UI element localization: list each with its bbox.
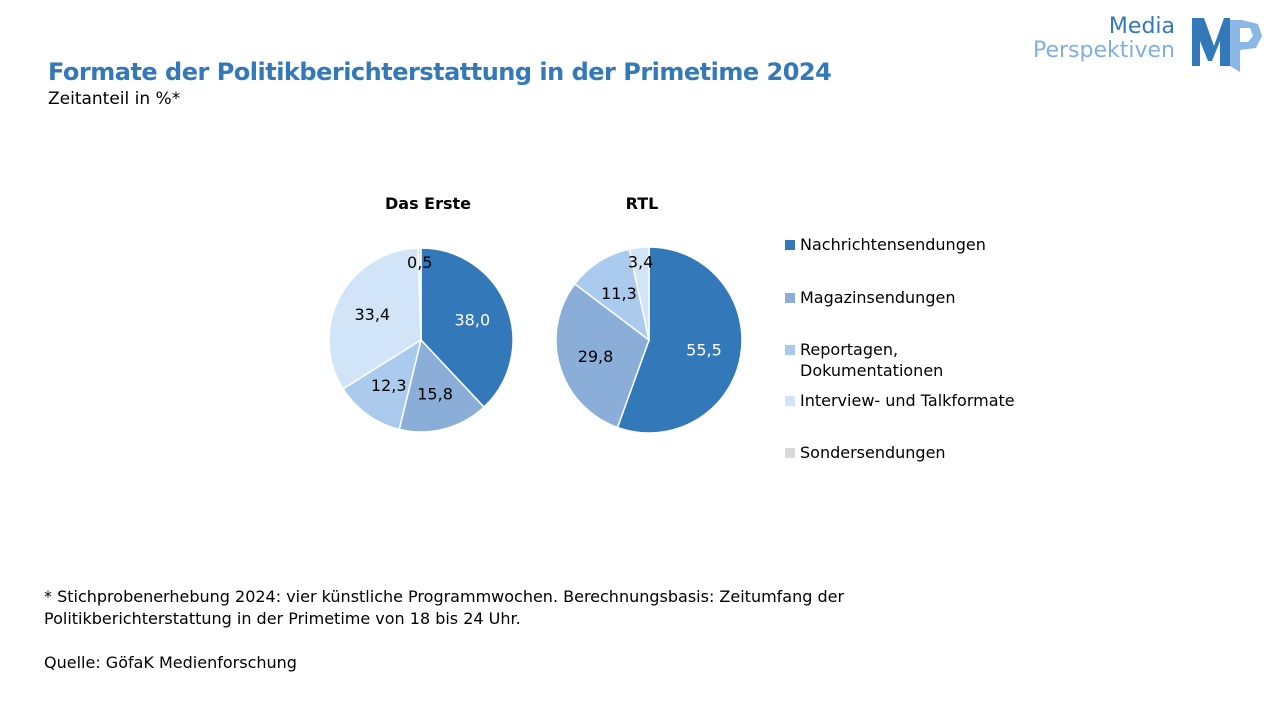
pie-data-label: 55,5 xyxy=(686,341,722,360)
pie-slice xyxy=(341,338,423,431)
pie-data-label: 29,8 xyxy=(578,347,614,366)
legend-label: Reportagen, xyxy=(800,340,899,359)
legend-label: Interview- und Talkformate xyxy=(800,391,1015,410)
footnote-line-1: * Stichprobenerhebung 2024: vier künstli… xyxy=(44,587,845,606)
pie-data-label: 3,4 xyxy=(628,252,653,271)
pie-data-label: 15,8 xyxy=(417,384,453,403)
media-perspektiven-logo: Media Perspektiven xyxy=(1033,14,1265,76)
pie-slice xyxy=(328,247,422,390)
mp-logo-mark-icon xyxy=(1192,18,1262,72)
page-title: Formate der Politikberichterstattung in … xyxy=(48,58,832,86)
legend-label: Nachrichtensendungen xyxy=(800,235,986,254)
legend-swatch xyxy=(785,448,795,458)
footnote-line-2: Politikberichterstattung in der Primetim… xyxy=(44,609,521,628)
footnote: * Stichprobenerhebung 2024: vier künstli… xyxy=(44,586,844,630)
pie-data-label: 12,3 xyxy=(371,376,407,395)
legend-label: Dokumentationen xyxy=(800,361,944,380)
pie-data-label: 33,4 xyxy=(354,305,390,324)
pie-slice xyxy=(573,248,651,342)
legend-swatch xyxy=(785,293,795,303)
logo-text-media: Media xyxy=(1108,14,1175,39)
pie-slice xyxy=(420,247,514,409)
source-note: Quelle: GöfaK Medienforschung xyxy=(44,653,297,672)
pie-slice xyxy=(555,282,650,429)
pie-slice xyxy=(417,247,422,341)
legend-swatch xyxy=(785,396,795,406)
pie-data-label: 0,5 xyxy=(407,253,432,272)
pie-slice xyxy=(628,246,650,341)
pie-slice xyxy=(616,246,743,434)
page-subtitle: Zeitanteil in %* xyxy=(48,89,181,109)
pie-slice xyxy=(398,338,486,433)
logo-text-perspektiven: Perspektiven xyxy=(1032,38,1175,63)
pie-title-rtl: RTL xyxy=(625,194,659,213)
pie-data-label: 11,3 xyxy=(601,284,637,303)
legend-label: Sondersendungen xyxy=(800,443,946,462)
pie-data-label: 38,0 xyxy=(455,311,491,330)
legend-swatch xyxy=(785,240,795,250)
legend-swatch xyxy=(785,345,795,355)
legend-label: Magazinsendungen xyxy=(800,288,956,307)
pie-title-das-erste: Das Erste xyxy=(384,194,472,213)
